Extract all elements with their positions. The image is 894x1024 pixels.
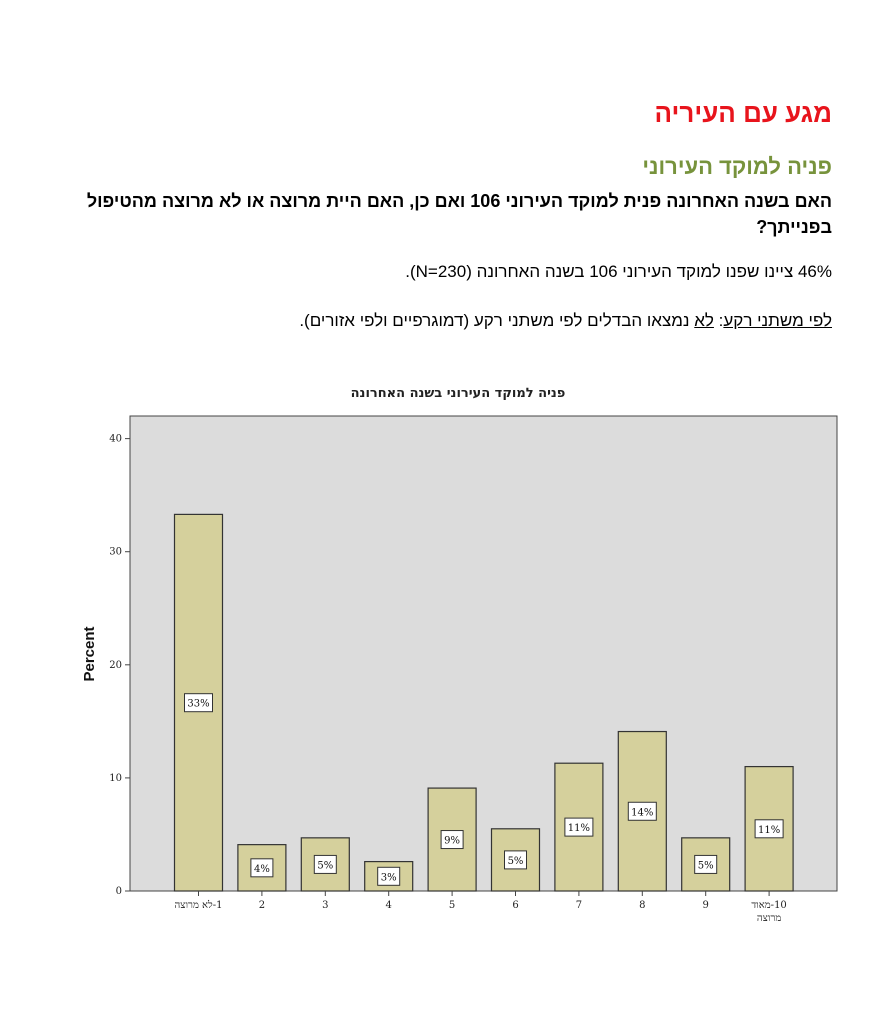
chart-title: פניה למוקד העירוני בשנה האחרונה <box>351 386 566 401</box>
data-label: 33% <box>187 699 209 710</box>
y-tick-label: 30 <box>109 547 122 558</box>
x-tick-label: 3 <box>322 900 328 911</box>
data-label: 5% <box>317 860 333 871</box>
data-label-box <box>250 858 274 878</box>
x-tick-label: 8 <box>639 900 645 911</box>
bar-chart: פניה למוקד העירוני בשנה האחרונה 0 10 20 30 4… <box>81 386 838 924</box>
x-tick-label: 4 <box>386 900 392 911</box>
x-tick-label-line: מרוצה <box>757 913 781 924</box>
data-label-box <box>377 866 401 886</box>
survey-question: האם בשנה האחרונה פנית למוקד העירוני 106 … <box>86 191 832 237</box>
y-tick-label: 0 <box>116 886 122 897</box>
x-tick-label: 10-מאוד מרוצה <box>751 900 786 924</box>
subsection-title: פניה למוקד העירוני <box>642 154 832 179</box>
subgroups-label: לפי משתני רקע <box>723 311 832 330</box>
data-label-box <box>504 850 527 870</box>
data-label-box <box>313 854 337 874</box>
data-label-box <box>184 693 213 713</box>
subgroups-rest: נמצאו הבדלים לפי משתני רקע (דמוגרפיים ול… <box>299 311 695 330</box>
data-label: 11% <box>568 823 590 834</box>
x-tick-label: 7 <box>576 900 582 911</box>
data-label: 5% <box>508 856 524 867</box>
section-title: מגע עם העיריה <box>654 98 833 128</box>
finding-text: 46% ציינו שפנו למוקד העירוני 106 בשנה הא… <box>405 262 832 281</box>
x-tick-label: 2 <box>259 900 265 911</box>
data-label: 9% <box>444 836 460 847</box>
data-label-box <box>694 854 718 874</box>
x-tick-label: 5 <box>449 900 455 911</box>
data-label-box <box>627 801 657 821</box>
data-label: 4% <box>254 864 270 875</box>
subgroups-not-word: לא <box>694 311 714 330</box>
data-label-box <box>440 830 464 850</box>
data-label: 5% <box>698 860 714 871</box>
subgroups-colon: : <box>713 311 724 330</box>
y-axis-label: Percent <box>81 626 98 681</box>
subgroups-text: לפי משתני רקע: לא נמצאו הבדלים לפי משתני… <box>299 311 832 331</box>
bars-group: 33% 4% 5% 3% 9% 5% 11% 14% 5% 11% <box>173 513 794 892</box>
data-label-box <box>754 819 784 839</box>
x-tick-label: 9 <box>703 900 709 911</box>
y-axis: 0 10 20 30 40 <box>109 434 130 897</box>
y-tick-label: 20 <box>109 660 122 671</box>
x-tick-label: 1-לא מרוצה <box>174 899 222 911</box>
y-tick-label: 10 <box>109 773 122 784</box>
data-label: 11% <box>758 825 780 836</box>
x-tick-label-line: 10-מאוד <box>751 900 786 911</box>
plot-area <box>129 415 838 892</box>
data-label: 14% <box>631 807 653 818</box>
data-label-box <box>564 817 594 837</box>
y-tick-label: 40 <box>109 434 122 445</box>
x-tick-label: 6 <box>512 900 518 911</box>
x-axis: 1-לא מרוצה 2 3 4 5 6 7 8 9 10-מאוד מרוצה <box>174 891 787 924</box>
data-label: 3% <box>381 872 397 883</box>
